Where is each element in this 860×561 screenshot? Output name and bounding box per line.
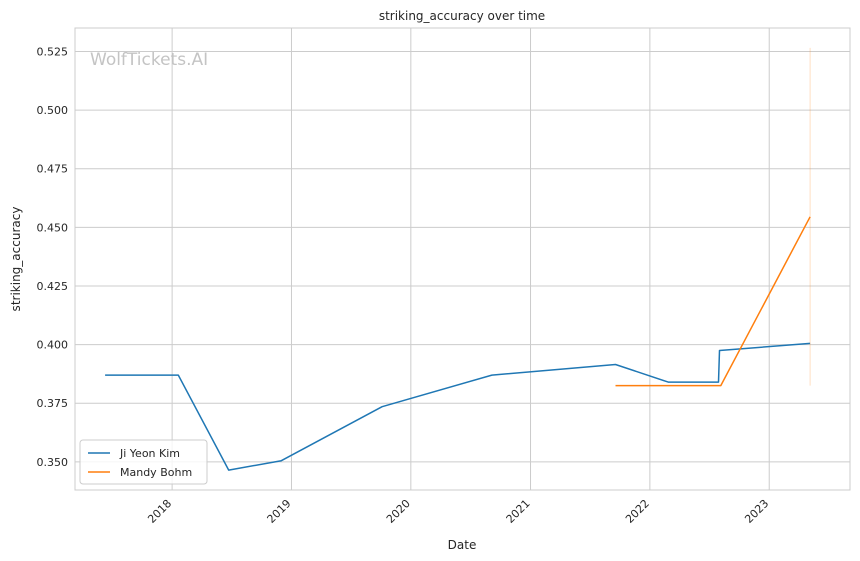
y-axis-label: striking_accuracy xyxy=(9,207,23,312)
x-tick-label: 2020 xyxy=(384,497,413,526)
y-tick-label: 0.450 xyxy=(37,221,69,234)
legend: Ji Yeon Kim Mandy Bohm xyxy=(79,439,208,485)
x-axis-label: Date xyxy=(448,538,477,552)
legend-label-mandy-bohm: Mandy Bohm xyxy=(120,466,192,479)
series-line-mandy-bohm xyxy=(615,216,811,387)
legend-label-ji-yeon-kim: Ji Yeon Kim xyxy=(119,447,180,460)
series-layer xyxy=(105,47,811,471)
y-tick-label: 0.475 xyxy=(37,163,69,176)
y-tick-label: 0.525 xyxy=(37,45,69,58)
y-tick-label: 0.350 xyxy=(37,456,69,469)
y-tick-label: 0.500 xyxy=(37,104,69,117)
chart-title: striking_accuracy over time xyxy=(379,9,545,23)
grid xyxy=(75,28,850,490)
plot-area xyxy=(74,27,851,491)
x-tick-label: 2021 xyxy=(504,497,533,526)
x-tick-label: 2018 xyxy=(145,497,174,526)
x-tick-label: 2022 xyxy=(623,497,652,526)
x-tick-label: 2023 xyxy=(742,497,771,526)
x-tick-label: 2019 xyxy=(265,497,294,526)
y-tick-label: 0.375 xyxy=(37,397,69,410)
tick-labels: 0.350 0.375 0.400 0.425 0.450 0.475 0.500 0.525… xyxy=(37,45,772,525)
y-tick-label: 0.425 xyxy=(37,280,69,293)
y-tick-label: 0.400 xyxy=(37,339,69,352)
legend-box xyxy=(79,439,208,485)
watermark: WolfTickets.AI xyxy=(90,50,208,70)
series-line-ji-yeon-kim xyxy=(105,342,811,471)
